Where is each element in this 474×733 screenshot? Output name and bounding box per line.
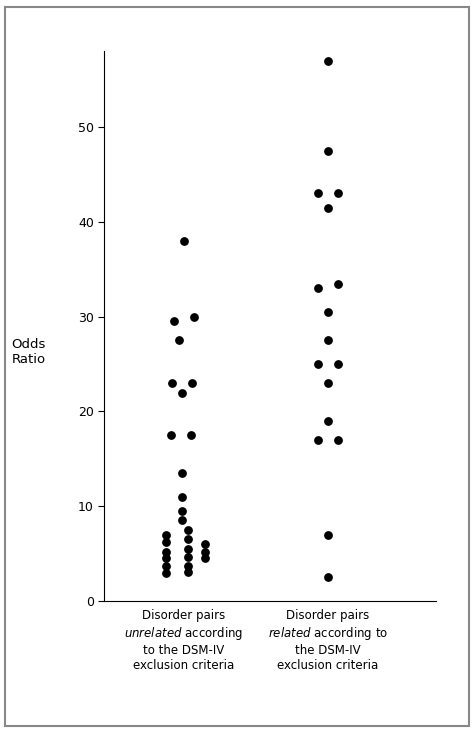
- Point: [314, 434, 321, 446]
- Point: [324, 334, 332, 346]
- Text: Odds
Ratio: Odds Ratio: [11, 338, 46, 366]
- Point: [324, 377, 332, 389]
- Point: [184, 550, 192, 562]
- Point: [201, 553, 209, 564]
- Point: [180, 235, 187, 247]
- Point: [184, 534, 192, 545]
- Point: [178, 515, 186, 526]
- Point: [314, 282, 321, 294]
- Point: [178, 491, 186, 503]
- Point: [334, 434, 342, 446]
- Point: [163, 546, 170, 558]
- Point: [184, 566, 192, 578]
- Point: [314, 358, 321, 370]
- Point: [324, 202, 332, 213]
- Point: [184, 543, 192, 555]
- Point: [170, 316, 177, 328]
- Point: [163, 553, 170, 564]
- Point: [187, 430, 195, 441]
- Point: [201, 546, 209, 558]
- Point: [334, 278, 342, 290]
- Point: [167, 430, 174, 441]
- Point: [324, 306, 332, 318]
- Point: [189, 377, 196, 389]
- Point: [163, 567, 170, 578]
- Point: [314, 188, 321, 199]
- Point: [175, 334, 183, 346]
- Point: [168, 377, 176, 389]
- Point: [163, 537, 170, 548]
- Point: [163, 560, 170, 572]
- Point: [184, 560, 192, 572]
- Point: [190, 311, 198, 323]
- Point: [324, 572, 332, 583]
- Point: [201, 538, 209, 550]
- Point: [334, 358, 342, 370]
- Point: [334, 188, 342, 199]
- Point: [163, 528, 170, 540]
- Point: [178, 467, 186, 479]
- Point: [324, 55, 332, 67]
- Point: [324, 415, 332, 427]
- Point: [324, 145, 332, 157]
- Point: [184, 524, 192, 536]
- Point: [178, 387, 186, 399]
- Point: [324, 528, 332, 540]
- Point: [178, 505, 186, 517]
